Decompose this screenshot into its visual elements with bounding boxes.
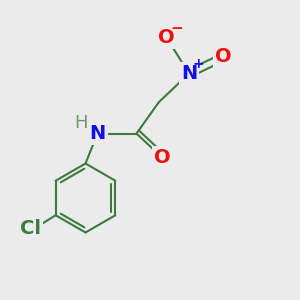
Text: O: O <box>215 47 232 67</box>
Text: O: O <box>154 148 170 167</box>
Text: +: + <box>192 57 204 71</box>
Text: Cl: Cl <box>20 219 41 238</box>
Text: O: O <box>158 28 175 47</box>
Text: H: H <box>74 114 88 132</box>
Text: −: − <box>171 21 183 36</box>
Text: N: N <box>89 124 106 143</box>
Text: N: N <box>181 64 197 83</box>
